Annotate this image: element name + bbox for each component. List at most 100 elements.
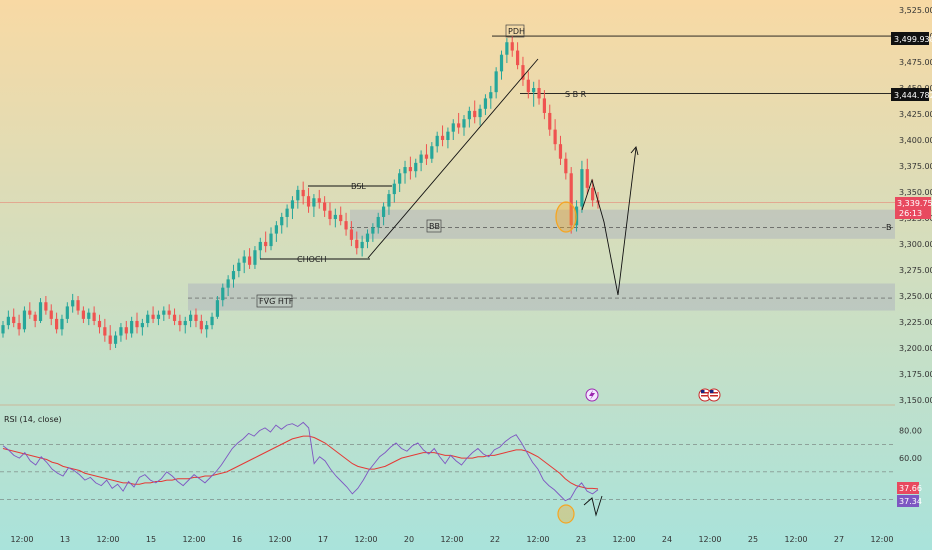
price-tick-label: 3,300.000 [899, 240, 932, 249]
candle-body [553, 129, 557, 145]
zones-layer [188, 209, 895, 311]
candle-body [22, 310, 27, 330]
countdown-text: 26:13 [899, 209, 922, 218]
price-tick-label: 3,375.000 [899, 162, 932, 171]
rsi-tick-label: 60.00 [899, 454, 922, 463]
time-tick-label: 27 [834, 535, 844, 544]
sbr-label: S B R [565, 90, 587, 99]
candle-body [76, 300, 80, 311]
candle-body [87, 312, 91, 319]
candle-body [205, 325, 209, 330]
time-tick-label: 23 [576, 535, 586, 544]
time-axis[interactable]: 12:00 13 12:00 15 12:00 16 12:00 17 12:00 20 12:00… [10, 535, 893, 544]
bsl-label: BSL [351, 182, 366, 191]
time-tick-label: 12:00 [526, 535, 549, 544]
candle-body [280, 216, 284, 226]
candle-body [467, 110, 471, 120]
price-tick-label: 3,150.000 [899, 396, 932, 405]
candle-body [365, 233, 370, 242]
candle-body [274, 225, 278, 234]
candle-body [414, 162, 418, 172]
candle-body [355, 239, 359, 249]
candle-body [301, 189, 305, 197]
candle-body [515, 50, 520, 66]
candle-body [199, 320, 203, 330]
candle-body [296, 189, 300, 201]
candle-body [542, 98, 546, 113]
candle-body [323, 202, 327, 211]
candle-body [103, 327, 107, 336]
candle-body [44, 302, 48, 311]
pdh-price-badge [891, 32, 929, 45]
candle-body [376, 216, 380, 228]
candle-body [269, 233, 273, 247]
candle-body [167, 310, 171, 315]
time-tick-label: 17 [318, 535, 328, 544]
edge-label: B [886, 223, 892, 232]
candle-body [290, 200, 295, 209]
candle-body [183, 320, 187, 326]
candle-body [569, 173, 573, 226]
time-tick-label: 12:00 [268, 535, 291, 544]
candle-body [71, 300, 75, 307]
price-tick-label: 3,475.000 [899, 58, 932, 67]
candle-body [194, 314, 198, 321]
candle-body [55, 318, 59, 330]
sbr-price-badge [891, 88, 929, 101]
time-tick-label: 15 [146, 535, 156, 544]
candle-body [231, 271, 236, 280]
levels-layer [0, 35, 895, 299]
time-tick-label: 12:00 [784, 535, 807, 544]
candle-body [537, 88, 541, 99]
rsi-ma-badge [897, 482, 919, 494]
time-tick-label: 12:00 [96, 535, 119, 544]
rsi-ma-line [2, 435, 599, 490]
candle-body [344, 221, 348, 230]
highlight-circle-price [555, 201, 577, 233]
time-tick-label: 24 [662, 535, 672, 544]
current-price-text: 3,339.755 [897, 199, 932, 208]
candle-body [92, 312, 96, 321]
price-tick-label: 3,350.000 [899, 188, 932, 197]
candle-body [435, 135, 439, 147]
candle-body [130, 320, 134, 334]
candle-body [140, 323, 144, 328]
candle-body [360, 241, 364, 249]
candle-body [483, 98, 488, 109]
candle-body [317, 198, 321, 203]
candle-body [226, 279, 230, 288]
candle-body [162, 310, 166, 315]
candle-body [189, 314, 193, 321]
candle-body [312, 198, 316, 207]
rsi-ma-value: 37.66 [899, 484, 922, 493]
candle-body [585, 169, 589, 188]
choch-label: CHOCH [297, 255, 327, 264]
time-tick-label: 12:00 [440, 535, 463, 544]
candle-body [591, 187, 595, 201]
candle-body [440, 135, 445, 140]
fvg-label-box [256, 294, 293, 308]
rsi-title: RSI (14, close) [4, 415, 62, 424]
candle-body [285, 208, 289, 217]
candle-body [119, 327, 123, 336]
candle-body [1, 325, 5, 334]
time-tick-label: 12:00 [182, 535, 205, 544]
lightning-event-icon[interactable] [585, 388, 599, 402]
candle-body [387, 194, 391, 207]
time-tick-label: 22 [490, 535, 500, 544]
price-tick-label: 3,525.000 [899, 6, 932, 15]
candle-body [430, 146, 434, 159]
candle-body [510, 42, 514, 51]
candle-body [135, 320, 139, 328]
rsi-pane: 80.00 60.00 [0, 421, 922, 524]
candle-body [81, 310, 86, 319]
candle-body [65, 306, 69, 319]
candle-body [258, 241, 262, 251]
projection-arrowhead [630, 146, 639, 156]
price-tick-label: 3,200.000 [899, 344, 932, 353]
us-flag-event-icon[interactable] [698, 388, 721, 402]
candle-body [457, 123, 461, 128]
candle-body [489, 92, 493, 99]
candle-body [172, 314, 177, 321]
